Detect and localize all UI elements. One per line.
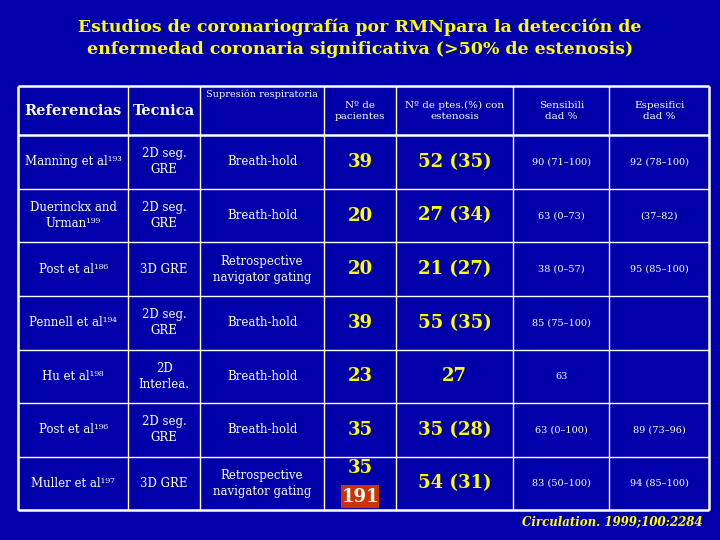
Text: Hu et al¹⁹⁸: Hu et al¹⁹⁸: [42, 370, 104, 383]
Text: 27 (34): 27 (34): [418, 206, 491, 225]
Text: 63 (0–73): 63 (0–73): [538, 211, 585, 220]
Text: 2D seg.
GRE: 2D seg. GRE: [142, 415, 186, 444]
Text: 2D
Interlea.: 2D Interlea.: [138, 362, 189, 391]
Text: Breath-hold: Breath-hold: [227, 370, 297, 383]
Text: Supresión respiratoria: Supresión respiratoria: [206, 89, 318, 99]
Text: Breath-hold: Breath-hold: [227, 209, 297, 222]
Text: 85 (75–100): 85 (75–100): [532, 318, 591, 327]
Text: 2D seg.
GRE: 2D seg. GRE: [142, 308, 186, 337]
Text: 38 (0–57): 38 (0–57): [538, 265, 585, 274]
Text: Nº de
pacientes: Nº de pacientes: [335, 101, 385, 121]
Text: Espesifici
dad %: Espesifici dad %: [634, 101, 685, 121]
Text: Manning et al¹⁹³: Manning et al¹⁹³: [24, 156, 122, 168]
Text: (37–82): (37–82): [641, 211, 678, 220]
Text: 90 (71–100): 90 (71–100): [532, 158, 591, 166]
Text: 3D GRE: 3D GRE: [140, 262, 188, 275]
Text: Sensibili
dad %: Sensibili dad %: [539, 101, 584, 121]
Text: 3D GRE: 3D GRE: [140, 477, 188, 490]
Text: 83 (50–100): 83 (50–100): [532, 479, 591, 488]
Text: 35 (28): 35 (28): [418, 421, 491, 439]
Text: Muller et al¹⁹⁷: Muller et al¹⁹⁷: [32, 477, 115, 490]
Text: 23: 23: [348, 367, 372, 386]
Text: 2D seg.
GRE: 2D seg. GRE: [142, 147, 186, 177]
Text: 2D seg.
GRE: 2D seg. GRE: [142, 201, 186, 230]
Text: 95 (85–100): 95 (85–100): [630, 265, 689, 274]
Text: 63: 63: [555, 372, 567, 381]
Text: 20: 20: [348, 206, 372, 225]
Text: Pennell et al¹⁹⁴: Pennell et al¹⁹⁴: [30, 316, 117, 329]
Text: Breath-hold: Breath-hold: [227, 156, 297, 168]
Text: 35: 35: [348, 421, 372, 439]
Text: Breath-hold: Breath-hold: [227, 316, 297, 329]
Text: 39: 39: [348, 153, 372, 171]
Text: 21 (27): 21 (27): [418, 260, 491, 278]
Text: Circulation. 1999;100:2284: Circulation. 1999;100:2284: [521, 516, 702, 529]
Text: Duerinckx and
Urman¹⁹⁹: Duerinckx and Urman¹⁹⁹: [30, 201, 117, 230]
Text: Post et al¹⁹⁶: Post et al¹⁹⁶: [39, 423, 108, 436]
Text: enfermedad coronaria significativa (>50% de estenosis): enfermedad coronaria significativa (>50%…: [87, 40, 633, 57]
Text: Referencias: Referencias: [24, 104, 122, 118]
Text: Tecnica: Tecnica: [133, 104, 195, 118]
Text: Retrospective
navigator gating: Retrospective navigator gating: [213, 469, 311, 498]
Text: 27: 27: [442, 367, 467, 386]
Text: Nº de ptes.(%) con
estenosis: Nº de ptes.(%) con estenosis: [405, 100, 504, 121]
Text: 94 (85–100): 94 (85–100): [630, 479, 689, 488]
FancyBboxPatch shape: [341, 485, 379, 508]
Text: 191: 191: [341, 488, 379, 506]
Text: 89 (73–96): 89 (73–96): [633, 426, 685, 434]
Text: Breath-hold: Breath-hold: [227, 423, 297, 436]
Text: 92 (78–100): 92 (78–100): [630, 158, 689, 166]
Text: 55 (35): 55 (35): [418, 314, 491, 332]
Text: Post et al¹⁸⁶: Post et al¹⁸⁶: [39, 262, 108, 275]
Text: 20: 20: [348, 260, 372, 278]
Text: 35: 35: [348, 459, 372, 477]
Text: Retrospective
navigator gating: Retrospective navigator gating: [213, 255, 311, 284]
Text: Estudios de coronariografía por RMNpara la detección de: Estudios de coronariografía por RMNpara …: [78, 19, 642, 36]
Text: 63 (0–100): 63 (0–100): [535, 426, 588, 434]
Text: 39: 39: [348, 314, 372, 332]
Text: 54 (31): 54 (31): [418, 475, 491, 492]
Text: 52 (35): 52 (35): [418, 153, 491, 171]
